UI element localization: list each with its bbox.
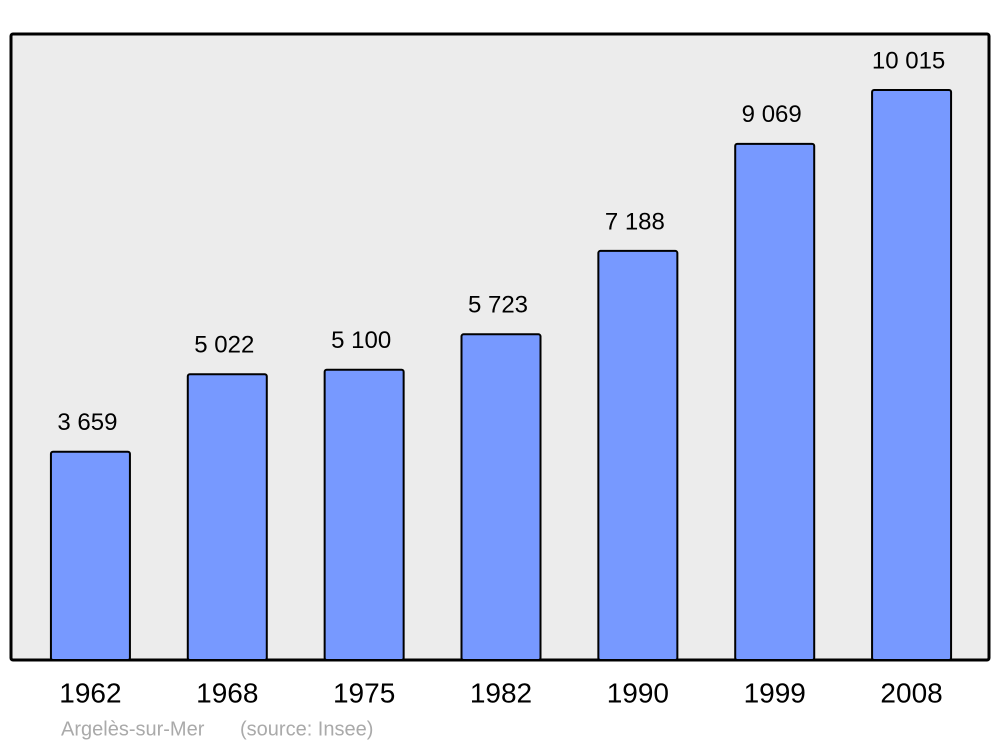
bar [597,249,679,661]
caption: Argelès-sur-Mer [61,718,205,740]
value-label: 7 188 [605,208,665,235]
value-label: 5 100 [331,327,391,354]
x-tick-label: 1990 [607,677,669,708]
value-label: 9 069 [742,101,802,128]
bar [871,89,953,661]
value-label: 10 015 [872,47,945,74]
bar [323,368,405,661]
bar [49,450,131,661]
value-label: 5 022 [194,332,254,359]
x-tick-label: 1968 [196,677,258,708]
bar [186,373,268,661]
source: (source: Insee) [240,718,373,740]
x-tick-label: 2008 [880,677,942,708]
value-label: 3 659 [57,409,117,436]
x-tick-label: 1982 [470,677,532,708]
bar [460,333,542,661]
x-tick-label: 1975 [333,677,395,708]
x-tick-label: 1999 [744,677,806,708]
value-label: 5 723 [468,292,528,319]
x-tick-label: 1962 [59,677,121,708]
bar [734,142,816,661]
